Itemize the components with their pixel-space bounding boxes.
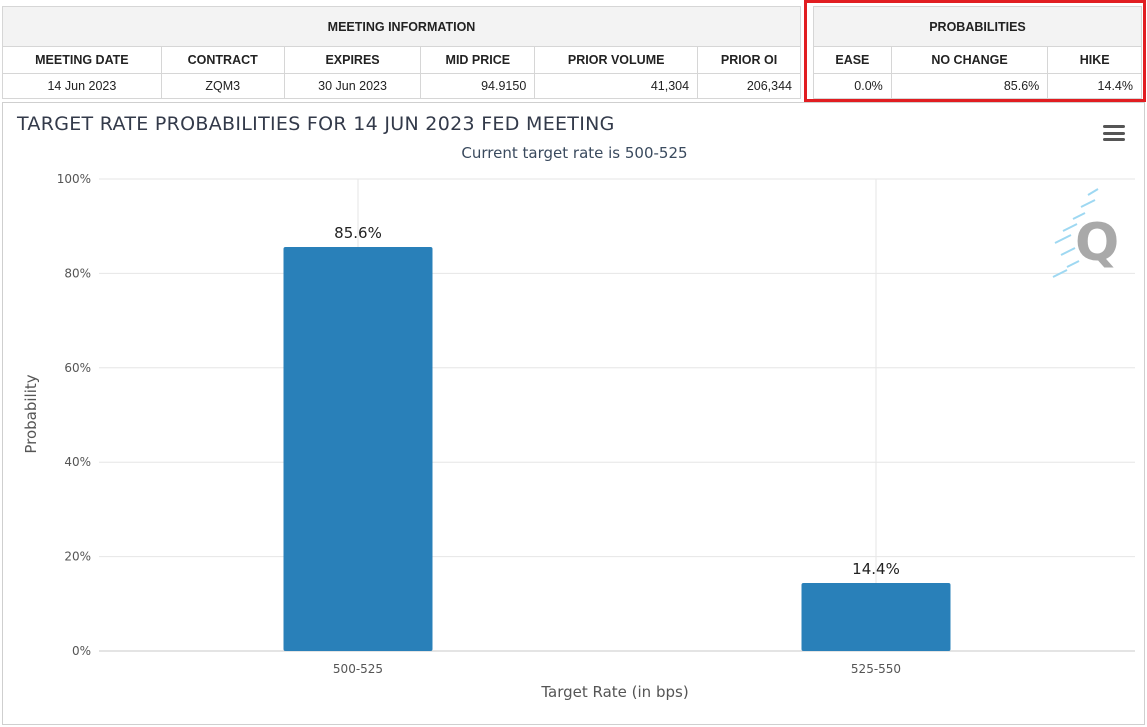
data-label-525-550: 14.4% [852,560,900,578]
grid-layer [99,178,1135,652]
val-no-change: 85.6% [890,73,1049,99]
cme-q-logo-icon: Q [1052,188,1119,278]
val-mid-price: 94.9150 [420,73,536,99]
probabilities-header: PROBABILITIES [813,6,1142,47]
val-contract: ZQM3 [160,73,285,99]
meeting-information-table: MEETING INFORMATION MEETING DATE CONTRAC… [2,6,801,99]
y-tick-label: 80% [64,266,91,280]
hamburger-menu-icon[interactable] [1103,125,1125,141]
y-tick-label: 20% [64,550,91,564]
chart-subtitle: Current target rate is 500-525 [461,144,688,162]
val-meeting-date: 14 Jun 2023 [2,73,162,99]
col-prior-oi: PRIOR OI [697,46,801,74]
y-tick-label: 40% [64,455,91,469]
col-contract: CONTRACT [160,46,285,74]
svg-text:Q: Q [1075,213,1119,273]
val-ease: 0.0% [813,73,892,99]
bar-500-525[interactable] [283,246,433,651]
meeting-information-header: MEETING INFORMATION [2,6,801,47]
col-prior-volume: PRIOR VOLUME [534,46,699,74]
bar-chart: Q 0% 20% 40% 60% 80% 100% 85.6% 500-525 14.4% 525… [22,172,1135,701]
col-ease: EASE [813,46,892,74]
bar-525-550[interactable] [801,583,951,651]
x-tick-label: 525-550 [851,662,901,676]
chart-panel: Q 0% 20% 40% 60% 80% 100% 85.6% 500-525 14.4% 525… [2,102,1145,725]
y-tick-label: 100% [57,172,91,186]
y-axis-title: Probability [22,374,40,453]
chart-title: TARGET RATE PROBABILITIES FOR 14 JUN 202… [17,113,615,135]
y-tick-label: 0% [72,644,91,658]
col-meeting-date: MEETING DATE [2,46,162,74]
y-tick-label: 60% [64,361,91,375]
val-prior-oi: 206,344 [697,73,801,99]
val-hike: 14.4% [1047,73,1142,99]
probabilities-table: PROBABILITIES EASE NO CHANGE HIKE 0.0% 8… [813,6,1142,99]
col-no-change: NO CHANGE [890,46,1049,74]
x-tick-label: 500-525 [333,662,383,676]
val-expires: 30 Jun 2023 [283,73,422,99]
bar-layer [283,246,951,651]
col-expires: EXPIRES [283,46,422,74]
data-label-500-525: 85.6% [334,224,382,242]
x-axis-title: Target Rate (in bps) [540,683,688,701]
col-hike: HIKE [1047,46,1142,74]
val-prior-volume: 41,304 [534,73,699,99]
label-layer: 0% 20% 40% 60% 80% 100% 85.6% 500-525 14.4% 525-5… [57,172,901,676]
col-mid-price: MID PRICE [420,46,536,74]
